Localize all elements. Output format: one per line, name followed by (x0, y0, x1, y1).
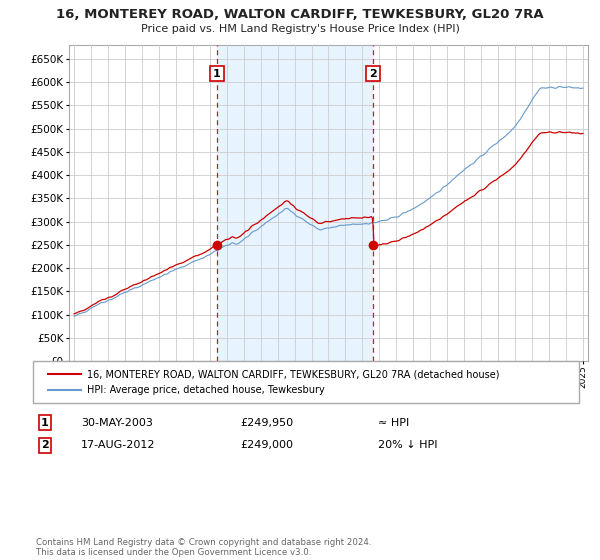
Text: 16, MONTEREY ROAD, WALTON CARDIFF, TEWKESBURY, GL20 7RA: 16, MONTEREY ROAD, WALTON CARDIFF, TEWKE… (56, 8, 544, 21)
Text: Price paid vs. HM Land Registry's House Price Index (HPI): Price paid vs. HM Land Registry's House … (140, 24, 460, 34)
Text: 2: 2 (369, 69, 377, 78)
Text: HPI: Average price, detached house, Tewkesbury: HPI: Average price, detached house, Tewk… (87, 385, 325, 395)
Text: £249,950: £249,950 (240, 418, 293, 428)
Text: 2: 2 (41, 440, 49, 450)
Text: 1: 1 (213, 69, 221, 78)
Text: 20% ↓ HPI: 20% ↓ HPI (378, 440, 437, 450)
Text: 1: 1 (41, 418, 49, 428)
Text: 16, MONTEREY ROAD, WALTON CARDIFF, TEWKESBURY, GL20 7RA (detached house): 16, MONTEREY ROAD, WALTON CARDIFF, TEWKE… (87, 369, 499, 379)
Bar (217, 45, 373, 361)
Text: ≈ HPI: ≈ HPI (378, 418, 409, 428)
Text: 30-MAY-2003: 30-MAY-2003 (81, 418, 153, 428)
Text: £249,000: £249,000 (240, 440, 293, 450)
Text: Contains HM Land Registry data © Crown copyright and database right 2024.
This d: Contains HM Land Registry data © Crown c… (36, 538, 371, 557)
Text: 17-AUG-2012: 17-AUG-2012 (81, 440, 155, 450)
